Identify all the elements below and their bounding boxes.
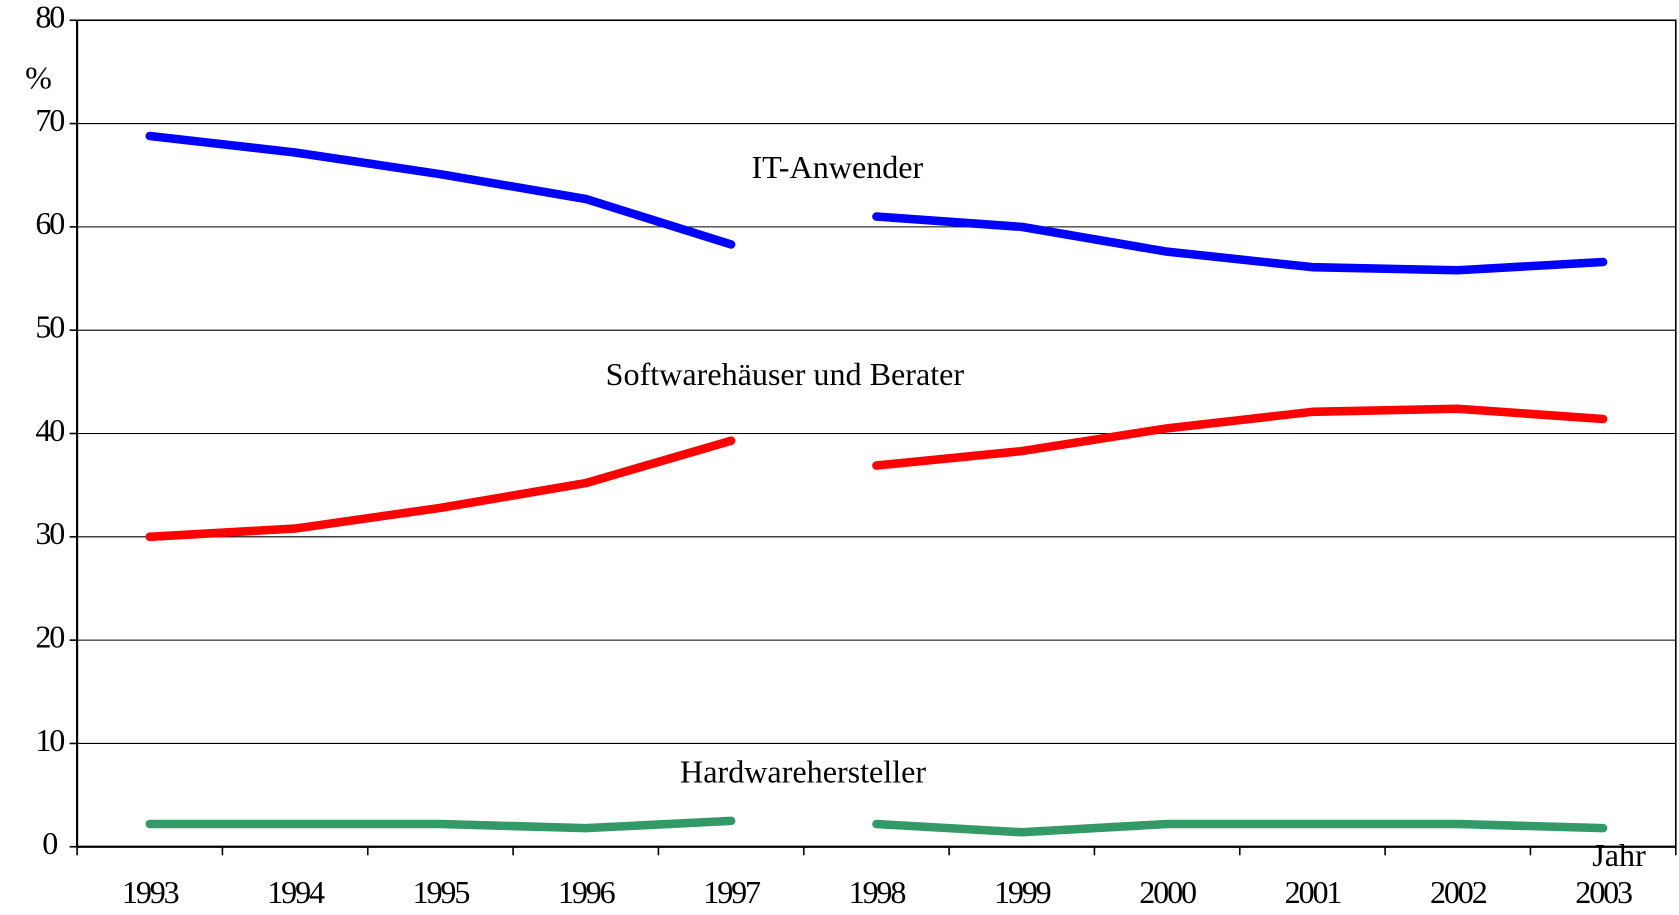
series-line [145,816,736,833]
x-tick-label: 2001 [1285,874,1342,910]
x-tick-label: 2002 [1430,874,1487,910]
y-tick-label: 60 [35,205,64,241]
y-tick-label: 30 [35,515,64,551]
y-unit: % [25,59,52,95]
x-tick-label: 1993 [122,874,179,910]
series-line [872,212,1608,275]
x-tick-label: 1997 [703,874,761,910]
x-tick-label: 1999 [994,874,1051,910]
y-tick-label: 10 [35,722,64,758]
y-tick-label: 80 [35,0,64,35]
x-tick-label: 1995 [413,874,470,910]
y-tick-label: 50 [35,309,64,345]
series-line [872,819,1608,837]
series-line [872,404,1608,470]
series-label: IT-Anwender [751,149,923,185]
series-label: Hardwarehersteller [680,754,926,790]
y-tick-label: 40 [35,412,64,448]
x-tick-label: 1994 [267,874,325,910]
x-tick-label: 2003 [1575,874,1632,910]
x-tick-label: 1998 [849,874,906,910]
y-tick-label: 70 [35,102,64,138]
y-tick-label: 20 [35,619,64,655]
series-label: Softwarehäuser und Berater [606,356,965,392]
x-tick-label: 1996 [558,874,616,910]
y-tick-label: 0 [42,825,57,861]
series-line [145,131,736,249]
x-tick-label: 2000 [1139,874,1196,910]
x-axis-label: Jahr [1592,837,1646,873]
series-line [145,436,736,542]
